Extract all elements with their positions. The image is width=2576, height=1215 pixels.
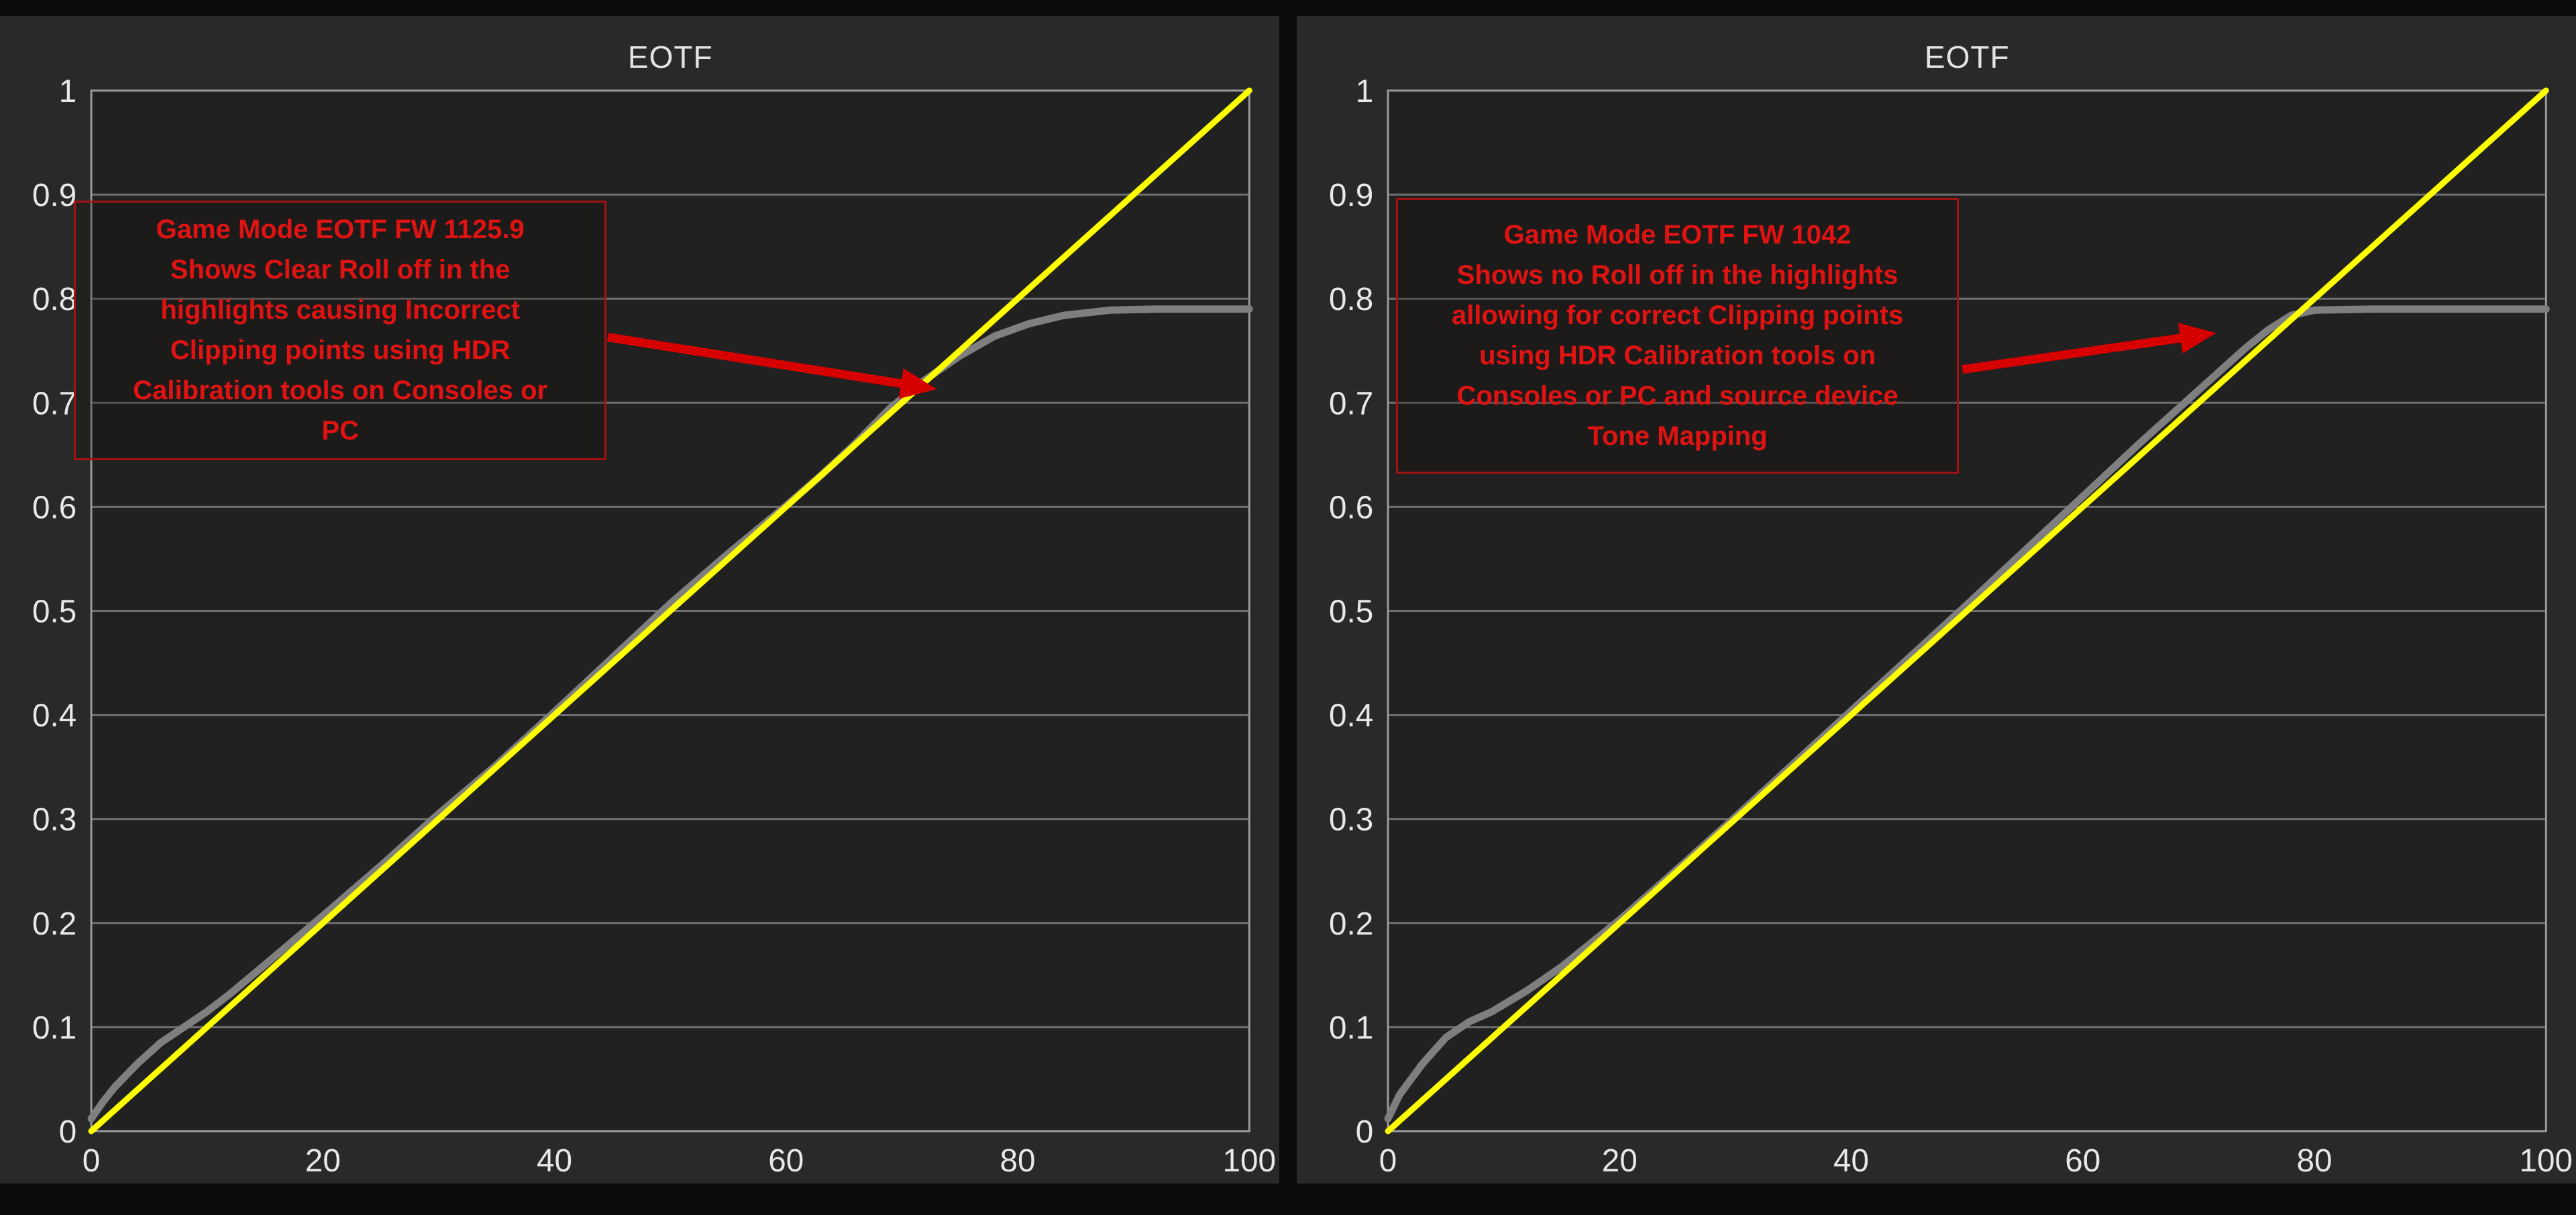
x-tick-label: 20	[1602, 1143, 1638, 1179]
y-tick-label: 0.4	[1329, 698, 1373, 733]
x-tick-label: 40	[1833, 1143, 1869, 1179]
y-tick-label: 0.2	[1329, 906, 1373, 942]
y-tick-label: 0	[59, 1114, 77, 1150]
annotation-arrow-shaft	[606, 333, 916, 390]
x-tick-label: 80	[1000, 1143, 1036, 1179]
annotation-text-left: Game Mode EOTF FW 1125.9 Shows Clear Rol…	[133, 215, 548, 446]
y-tick-label: 0.4	[32, 698, 76, 733]
x-tick-label: 40	[537, 1143, 572, 1179]
y-tick-label: 0.6	[32, 490, 76, 525]
y-tick-label: 0.5	[32, 594, 76, 629]
x-tick-label: 100	[2520, 1143, 2573, 1179]
y-tick-label: 0.6	[1329, 490, 1373, 525]
y-tick-label: 1	[59, 74, 77, 109]
annotation-arrow-head	[2178, 323, 2216, 354]
y-tick-label: 0.5	[1329, 594, 1373, 629]
annotation-arrow-shaft	[1962, 331, 2196, 374]
y-tick-label: 1	[1356, 74, 1374, 109]
x-tick-label: 0	[83, 1143, 101, 1179]
y-tick-label: 0.7	[1329, 386, 1373, 421]
x-tick-label: 80	[2297, 1143, 2332, 1179]
y-tick-label: 0.1	[32, 1010, 76, 1046]
eotf-chart-right: 0 0.1 0.2 0.3 0.4 0.5 0.6 0.7 0.8 0.9 1 0 20 40 60 80 10…	[1329, 74, 2573, 1179]
eotf-chart-left: 0 0.1 0.2 0.3 0.4 0.5 0.6 0.7 0.8 0.9 1 0 20 40 60 80 10…	[32, 74, 1277, 1179]
annotation-text-right: Game Mode EOTF FW 1042 Shows no Roll off…	[1451, 220, 1904, 452]
y-tick-label: 0.1	[1329, 1010, 1373, 1046]
annotation-box-left: Game Mode EOTF FW 1125.9 Shows Clear Rol…	[74, 201, 607, 460]
chart-title-left: EOTF	[627, 40, 713, 74]
x-tick-label: 20	[305, 1143, 341, 1179]
y-tick-label: 0.9	[1329, 178, 1373, 213]
annotation-box-right: Game Mode EOTF FW 1042 Shows no Roll off…	[1396, 197, 1960, 474]
chart-panel-right: EOTF 0 0.1 0.2 0.3 0.4 0.5 0.6 0.7 0.8 0.9 1 0 20 40 6…	[1279, 16, 2576, 1183]
reference-line	[88, 87, 1252, 1134]
x-tick-label: 0	[1379, 1143, 1397, 1179]
y-tick-label: 0.7	[32, 386, 76, 421]
plot-border	[90, 89, 1250, 1132]
chart-title-right: EOTF	[1924, 40, 2010, 74]
y-tick-label: 0.3	[32, 802, 76, 838]
y-tick-label: 0.3	[1329, 802, 1373, 838]
chart-panel-left: EOTF 0 0.1 0.2 0.3 0.4 0.5 0.6 0.7 0.8 0.9 1 0 20 40 6…	[0, 16, 1279, 1183]
measured-line	[87, 305, 1253, 1122]
x-tick-label: 60	[768, 1143, 804, 1179]
y-tick-label: 0.9	[32, 178, 76, 213]
y-tick-label: 0.8	[1329, 282, 1373, 317]
measured-line	[1384, 305, 2550, 1122]
annotation-arrow-head	[898, 368, 937, 399]
plot-border	[1387, 89, 2547, 1132]
y-tick-label: 0	[1356, 1114, 1374, 1150]
reference-line	[1385, 87, 2549, 1134]
x-tick-label: 60	[2065, 1143, 2100, 1179]
y-tick-label: 0.8	[32, 282, 76, 317]
x-tick-label: 100	[1223, 1143, 1277, 1179]
y-tick-label: 0.2	[32, 906, 76, 942]
